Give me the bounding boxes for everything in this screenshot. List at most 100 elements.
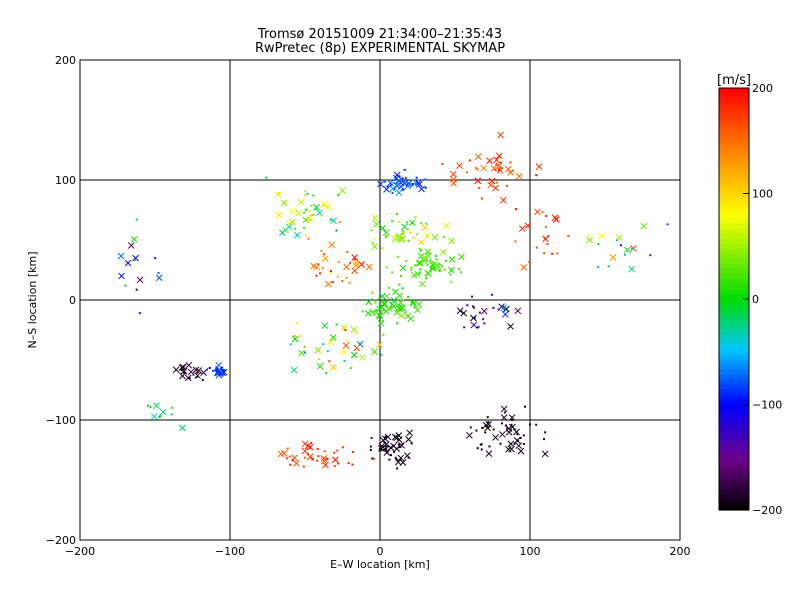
data-point-dot	[547, 235, 550, 238]
data-point-x-marker	[343, 263, 350, 271]
data-point-dot	[310, 442, 313, 445]
data-point-dot	[476, 168, 479, 171]
data-point-dot	[386, 185, 389, 188]
data-point-dot	[396, 467, 399, 470]
data-point-dot	[192, 373, 195, 376]
data-point-dot	[399, 180, 402, 183]
data-point-x-marker	[405, 436, 412, 443]
data-point-dot	[415, 183, 418, 186]
data-point-dot	[310, 214, 313, 217]
data-point-dot	[567, 235, 570, 238]
colorbar-segment	[719, 253, 749, 260]
data-point-dot	[478, 311, 481, 314]
data-point-dot	[486, 416, 489, 419]
data-point-dot	[378, 297, 381, 300]
data-point-x-marker	[379, 436, 387, 444]
data-point-dot	[355, 264, 358, 267]
data-point-dot	[511, 169, 514, 172]
data-point-x-marker	[424, 248, 431, 256]
data-point-dot	[372, 457, 375, 460]
data-point-dot	[510, 423, 513, 426]
data-point-dot	[351, 450, 354, 453]
colorbar-segment	[719, 158, 749, 164]
data-point-dot	[124, 284, 127, 287]
colorbar-segment	[719, 474, 749, 481]
data-point-dot	[395, 181, 398, 184]
data-point-x-marker	[500, 405, 508, 413]
colorbar-segment	[719, 258, 749, 265]
data-point-x-marker	[293, 459, 300, 467]
data-point-dot	[211, 370, 214, 373]
data-point-x-marker	[376, 312, 384, 320]
data-point-x-marker	[449, 170, 457, 178]
data-point-x-marker	[431, 261, 438, 268]
data-point-x-marker	[304, 442, 312, 450]
data-point-x-marker	[640, 222, 647, 230]
data-point-x-marker	[398, 236, 405, 244]
data-point-dot	[325, 372, 328, 375]
data-point-dot	[473, 316, 476, 319]
data-point-dot	[381, 307, 384, 310]
data-point-dot	[429, 259, 432, 262]
data-point-dot	[442, 235, 445, 238]
data-point-x-marker	[497, 131, 504, 139]
data-point-dot	[133, 258, 136, 261]
data-point-dot	[221, 374, 224, 377]
data-point-dot	[406, 295, 409, 298]
data-point-x-marker	[371, 348, 378, 356]
data-point-x-marker	[330, 363, 337, 371]
data-point-x-marker	[365, 263, 373, 271]
data-point-x-marker	[488, 177, 496, 185]
data-point-x-marker	[495, 162, 503, 169]
data-point-dot	[491, 293, 494, 296]
data-point-dot	[492, 306, 495, 309]
data-point-dot	[336, 449, 339, 452]
data-point-x-marker	[514, 307, 522, 315]
data-point-x-marker	[391, 433, 399, 441]
data-point-dot	[397, 238, 400, 241]
data-point-x-marker	[486, 157, 493, 165]
data-point-dot	[404, 176, 407, 179]
data-point-x-marker	[421, 224, 429, 231]
colorbar-segment	[719, 143, 749, 149]
data-point-dot	[426, 263, 429, 266]
data-point-x-marker	[150, 413, 158, 420]
data-point-dot	[375, 309, 378, 312]
colorbar-segment	[719, 464, 749, 471]
data-point-dot	[304, 208, 307, 211]
data-point-dot	[473, 306, 476, 309]
data-point-dot	[288, 455, 291, 458]
data-point-x-marker	[552, 216, 560, 223]
colorbar-segment	[719, 494, 749, 501]
data-point-dot	[319, 272, 322, 275]
data-point-dot	[326, 350, 329, 353]
data-point-dot	[341, 279, 344, 282]
data-point-dot	[347, 462, 350, 465]
data-point-x-marker	[609, 254, 617, 261]
data-point-dot	[345, 276, 348, 279]
data-point-x-marker	[277, 450, 285, 458]
colorbar-tick-label: 0	[752, 293, 759, 306]
colorbar-segment	[719, 113, 749, 119]
x-tick-label: −200	[65, 545, 95, 558]
data-point-dot	[411, 182, 414, 185]
colorbar-segment	[719, 108, 749, 114]
data-point-dot	[492, 428, 495, 431]
data-point-dot	[322, 343, 325, 346]
data-point-dot	[286, 447, 289, 450]
data-point-x-marker	[285, 223, 293, 231]
colorbar-segment	[719, 218, 749, 225]
data-point-x-marker	[378, 442, 386, 450]
data-point-dot	[330, 270, 333, 273]
data-point-x-marker	[417, 252, 425, 260]
colorbar-segment	[719, 424, 749, 431]
data-point-dot	[479, 443, 482, 446]
data-point-x-marker	[322, 461, 329, 469]
data-point-dot	[316, 459, 319, 462]
data-point-x-marker	[551, 214, 559, 221]
data-point-x-marker	[321, 322, 329, 329]
data-point-dot	[381, 247, 384, 250]
data-point-dot	[333, 451, 336, 454]
data-point-dot	[475, 429, 478, 432]
